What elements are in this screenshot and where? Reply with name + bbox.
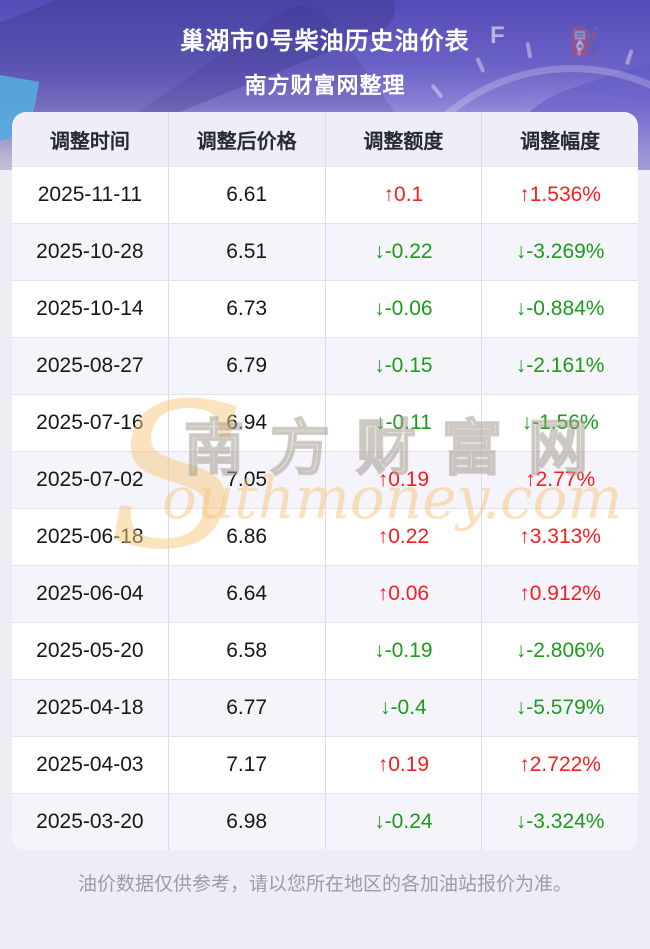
cell-price: 6.86 [167,509,325,565]
cell-change: ↓-0.15 [324,338,482,394]
cell-change: ↓-0.06 [324,281,482,337]
cell-date: 2025-04-18 [36,696,144,719]
cell-percent: ↓-1.56% [481,395,638,451]
cell-date: 2025-03-20 [36,810,144,833]
cell-date: 2025-08-27 [36,354,144,377]
table-row: 2025-06-04 6.64 ↑0.06 ↑0.912% [12,565,638,622]
table-row: 2025-06-18 6.86 ↑0.22 ↑3.313% [12,508,638,565]
cell-change: ↑0.22 [324,509,482,565]
cell-price: 6.77 [167,680,325,736]
cell-change: ↑0.19 [324,737,482,793]
cell-percent: ↓-3.269% [481,224,638,280]
cell-change: ↑0.19 [324,452,482,508]
cell-percent: ↑2.77% [481,452,638,508]
table-body: 2025-11-11 6.61 ↑0.1 ↑1.536% 2025-10-28 6.51 ↓… [12,166,638,850]
table-header-row: 调整时间 调整后价格 调整额度 调整幅度 [12,112,638,166]
table-row: 2025-04-18 6.77 ↓-0.4 ↓-5.579% [12,679,638,736]
cell-date: 2025-07-02 [36,468,144,491]
table-row: 2025-10-14 6.73 ↓-0.06 ↓-0.884% [12,280,638,337]
cell-percent: ↓-2.161% [481,338,638,394]
cell-percent: ↓-0.884% [481,281,638,337]
page-footer: 油价数据仅供参考，请以您所在地区的各加油站报价为准。 [0,838,650,901]
cell-change: ↓-0.11 [324,395,482,451]
cell-date: 2025-10-28 [36,240,144,263]
cell-percent: ↓-2.806% [481,623,638,679]
table-row: 2025-08-27 6.79 ↓-0.15 ↓-2.161% [12,337,638,394]
cell-date: 2025-10-14 [36,297,144,320]
cell-price: 7.05 [167,452,325,508]
cell-percent: ↑3.313% [481,509,638,565]
cell-date: 2025-06-18 [36,525,144,548]
fuel-gauge-full-icon: F [490,22,505,49]
page-subtitle: 南方财富网整理 [244,73,406,98]
cell-price: 6.61 [167,167,325,223]
table-row: 2025-10-28 6.51 ↓-0.22 ↓-3.269% [12,223,638,280]
cell-percent: ↓-5.579% [481,680,638,736]
table-row: 2025-07-02 7.05 ↑0.19 ↑2.77% [12,451,638,508]
cell-price: 6.64 [167,566,325,622]
cell-percent: ↑1.536% [481,167,638,223]
cell-change: ↓-0.4 [324,680,482,736]
page-title: 巢湖市0号柴油历史油价表 [180,28,470,55]
cell-change: ↑0.1 [324,167,482,223]
price-table: 调整时间 调整后价格 调整额度 调整幅度 2025-11-11 6.61 ↑0.1 ↑… [12,112,638,850]
table-row: 2025-11-11 6.61 ↑0.1 ↑1.536% [12,166,638,223]
cell-date: 2025-04-03 [36,753,144,776]
cell-price: 6.58 [167,623,325,679]
table-row: 2025-03-20 6.98 ↓-0.24 ↓-3.324% [12,793,638,850]
cell-change: ↓-0.24 [324,794,482,850]
cell-percent: ↑2.722% [481,737,638,793]
table-row: 2025-07-16 6.94 ↓-0.11 ↓-1.56% [12,394,638,451]
cell-date: 2025-05-20 [36,639,144,662]
table-row: 2025-04-03 7.17 ↑0.19 ↑2.722% [12,736,638,793]
cell-price: 6.94 [167,395,325,451]
cell-price: 7.17 [167,737,325,793]
column-header-change: 调整额度 [324,112,482,166]
cell-percent: ↑0.912% [481,566,638,622]
cell-date: 2025-07-16 [36,411,144,434]
cell-date: 2025-11-11 [37,183,143,206]
cell-change: ↓-0.19 [324,623,482,679]
column-header-price: 调整后价格 [167,112,325,166]
cell-change: ↑0.06 [324,566,482,622]
cell-price: 6.73 [167,281,325,337]
cell-percent: ↓-3.324% [481,794,638,850]
table-row: 2025-05-20 6.58 ↓-0.19 ↓-2.806% [12,622,638,679]
cell-price: 6.98 [167,794,325,850]
column-header-percent: 调整幅度 [481,112,638,166]
cell-date: 2025-06-04 [36,582,144,605]
cell-price: 6.79 [167,338,325,394]
column-header-date: 调整时间 [49,130,130,153]
fuel-pump-icon: ⛽ [568,26,601,56]
cell-price: 6.51 [167,224,325,280]
cell-change: ↓-0.22 [324,224,482,280]
disclaimer-text: 油价数据仅供参考，请以您所在地区的各加油站报价为准。 [77,874,572,895]
